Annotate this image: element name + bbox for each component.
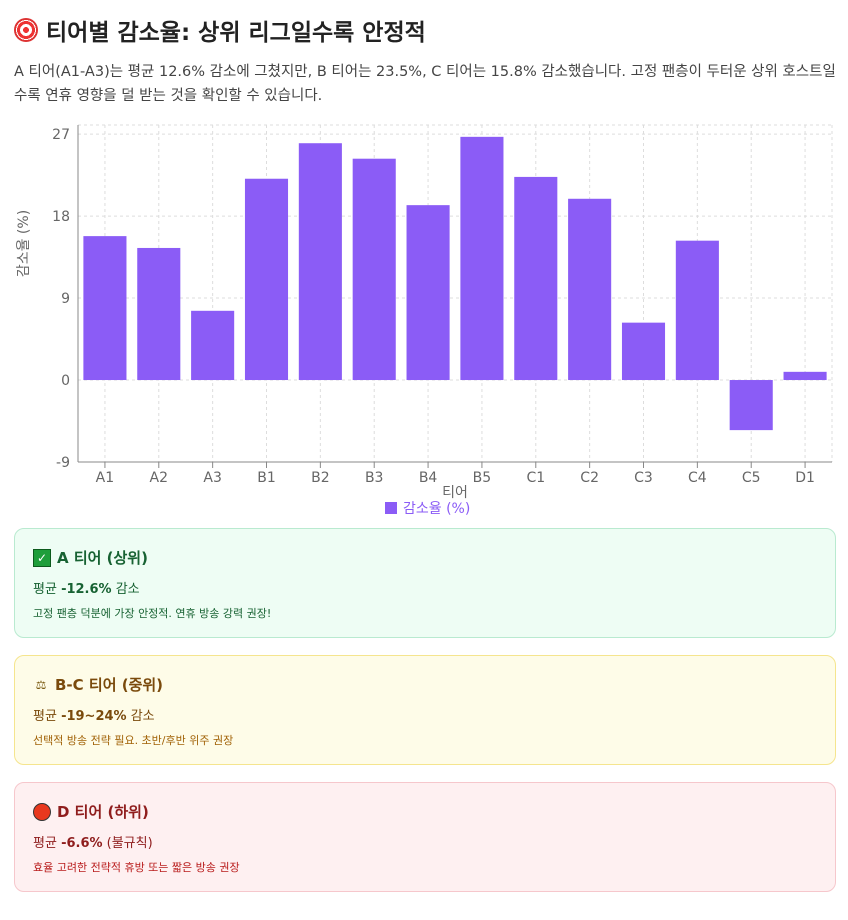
bar-C1 xyxy=(514,176,558,381)
bar-C5 xyxy=(729,380,773,431)
x-tick-label: C1 xyxy=(526,470,545,486)
bar-B3 xyxy=(352,158,396,381)
x-axis-label: 티어 xyxy=(442,485,468,501)
y-tick-label: 27 xyxy=(52,127,70,143)
legend-label: 감소율 (%) xyxy=(403,501,470,517)
x-tick-label: B2 xyxy=(311,470,330,486)
card-note: 고정 팬층 덕분에 가장 안정적. 연휴 방송 강력 권장! xyxy=(33,607,272,620)
card-average: 평균 -12.6% 감소 xyxy=(33,582,140,597)
bar-A3 xyxy=(191,310,235,381)
x-tick-label: C2 xyxy=(580,470,599,486)
x-tick-label: C5 xyxy=(742,470,761,486)
card-average: 평균 -6.6% (불규칙) xyxy=(33,836,153,851)
bar-C4 xyxy=(675,240,719,381)
y-tick-label: -9 xyxy=(56,455,70,471)
x-tick-label: A2 xyxy=(150,470,168,486)
bar-D1 xyxy=(783,371,827,381)
x-tick-label: A3 xyxy=(203,470,221,486)
y-tick-label: 18 xyxy=(52,209,70,225)
y-axis-label: 감소율 (%) xyxy=(16,210,32,277)
x-tick-label: D1 xyxy=(795,470,815,486)
bar-B1 xyxy=(244,178,289,381)
bar-B5 xyxy=(460,136,504,381)
card-note: 선택적 방송 전략 필요. 초반/후반 위주 권장 xyxy=(33,734,234,747)
y-tick-label: 9 xyxy=(61,291,70,307)
bar-C2 xyxy=(568,198,612,381)
x-tick-label: B3 xyxy=(365,470,384,486)
card-a-tier: ✓ A 티어 (상위) 평균 -12.6% 감소 고정 팬층 덕분에 가장 안정적… xyxy=(14,528,836,638)
x-tick-label: B5 xyxy=(473,470,492,486)
balance-scale-icon: ⚖ xyxy=(35,677,47,692)
x-tick-label: B4 xyxy=(419,470,438,486)
y-tick-label: 0 xyxy=(61,373,70,389)
card-note: 효율 고려한 전략적 휴방 또는 짧은 방송 권장 xyxy=(33,861,240,874)
check-icon: ✓ xyxy=(33,548,51,567)
card-bc-tier: ⚖ B-C 티어 (중위) 평균 -19~24% 감소 선택적 방송 전략 필요.… xyxy=(14,655,836,765)
bar-A2 xyxy=(137,247,181,381)
card-average: 평균 -19~24% 감소 xyxy=(33,709,155,724)
page-title: 티어별 감소율: 상위 리그일수록 안정적 xyxy=(14,8,836,48)
bar-B4 xyxy=(406,205,450,381)
x-tick-label: C4 xyxy=(688,470,707,486)
bar-C3 xyxy=(621,322,666,381)
x-tick-label: B1 xyxy=(257,470,276,486)
x-tick-label: C3 xyxy=(634,470,653,486)
x-tick-label: A1 xyxy=(96,470,114,486)
target-icon xyxy=(14,18,38,42)
legend-swatch xyxy=(385,502,397,514)
stop-sign-icon xyxy=(33,802,51,821)
bar-A1 xyxy=(83,236,127,381)
description: A 티어(A1-A3)는 평균 12.6% 감소에 그쳤지만, B 티어는 23… xyxy=(14,64,836,104)
card-d-tier: D 티어 (하위) 평균 -6.6% (불규칙) 효율 고려한 전략적 휴방 또… xyxy=(14,782,836,892)
bar-B2 xyxy=(298,143,342,381)
